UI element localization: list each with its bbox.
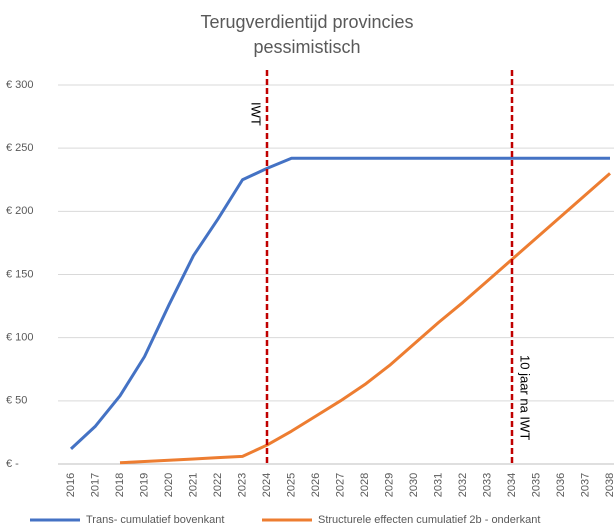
x-tick-label: 2035 bbox=[530, 473, 542, 497]
y-tick-label: € 150 bbox=[6, 268, 34, 280]
x-tick-label: 2027 bbox=[334, 473, 346, 497]
y-tick-label: € 200 bbox=[6, 205, 34, 217]
y-tick-label: € 50 bbox=[6, 395, 27, 407]
x-tick-label: 2036 bbox=[555, 473, 567, 497]
x-tick-label: 2022 bbox=[212, 473, 224, 497]
x-tick-label: 2018 bbox=[114, 473, 126, 497]
x-tick-label: 2024 bbox=[261, 473, 273, 497]
x-tick-label: 2028 bbox=[359, 473, 371, 497]
series-line bbox=[119, 172, 611, 465]
annotation-label: IWT bbox=[249, 102, 264, 126]
chart-title: Terugverdientijd provincies pessimistisc… bbox=[200, 12, 414, 57]
x-tick-label: 2021 bbox=[187, 473, 199, 497]
x-tick-label: 2017 bbox=[89, 473, 101, 497]
y-tick-label: € - bbox=[6, 458, 19, 470]
legend-label: Trans- cumulatief bovenkant bbox=[86, 514, 224, 526]
x-tick-label: 2016 bbox=[65, 473, 77, 497]
x-tick-label: 2019 bbox=[138, 473, 150, 497]
x-tick-label: 2033 bbox=[481, 473, 493, 497]
x-tick-label: 2032 bbox=[457, 473, 469, 497]
x-tick-label: 2029 bbox=[383, 473, 395, 497]
y-tick-label: € 100 bbox=[6, 332, 34, 344]
x-tick-label: 2034 bbox=[506, 473, 518, 497]
x-tick-label: 2030 bbox=[408, 473, 420, 497]
annotation-label: 10 jaar na IWT bbox=[518, 355, 533, 440]
y-tick-label: € 300 bbox=[6, 79, 34, 91]
x-tick-label: 2026 bbox=[310, 473, 322, 497]
x-tick-label: 2025 bbox=[285, 473, 297, 497]
series-line bbox=[69, 156, 610, 450]
x-tick-label: 2023 bbox=[236, 473, 248, 497]
x-tick-label: 2020 bbox=[163, 473, 175, 497]
x-tick-label: 2037 bbox=[579, 473, 591, 497]
x-tick-label: 2031 bbox=[432, 473, 444, 497]
legend-label: Structurele effecten cumulatief 2b - ond… bbox=[318, 514, 540, 526]
x-tick-label: 2038 bbox=[604, 473, 614, 497]
y-tick-label: € 250 bbox=[6, 142, 34, 154]
